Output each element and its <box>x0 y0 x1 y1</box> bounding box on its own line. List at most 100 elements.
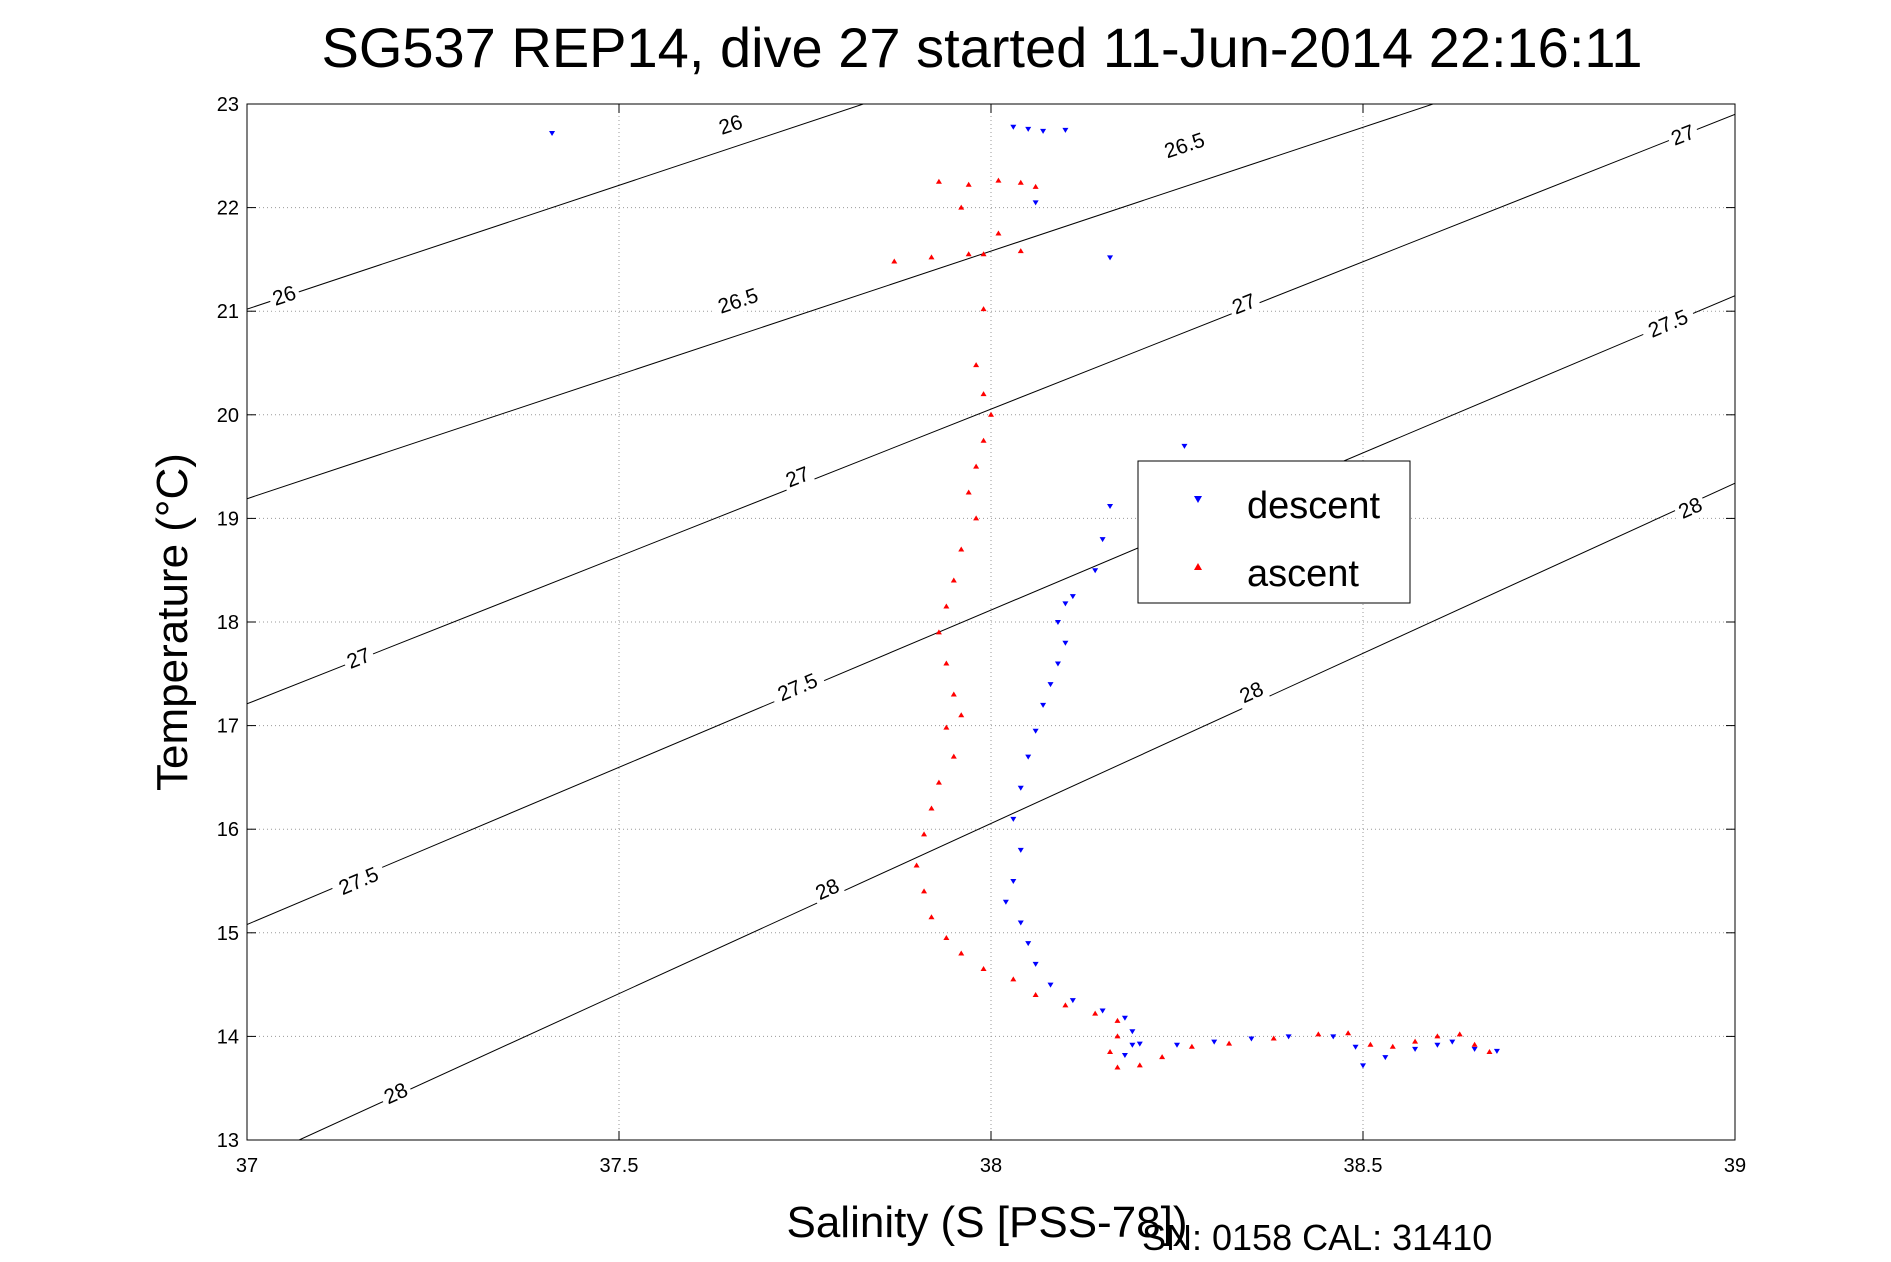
descent-point <box>1017 785 1024 791</box>
legend-descent-label: descent <box>1247 485 1381 527</box>
descent-point <box>1054 661 1061 667</box>
descent-point <box>1025 126 1032 132</box>
ascent-point <box>950 753 957 759</box>
descent-point <box>1129 1042 1136 1048</box>
ascent-point <box>973 463 980 469</box>
serial-calibration-note: SN: 0158 CAL: 31410 <box>1142 1217 1492 1258</box>
ascent-point <box>1114 1017 1121 1023</box>
ascent-point <box>1092 1010 1099 1016</box>
contour-label-bg <box>779 460 816 494</box>
descent-point <box>1054 620 1061 625</box>
descent-point <box>1002 899 1009 905</box>
ascent-point <box>943 934 950 940</box>
axis-ticks: 37 37.5 38 38.5 39 13 14 15 16 17 18 19 20 21 22 23 <box>217 94 1746 1177</box>
descent-point <box>1174 1042 1180 1048</box>
ascent-point <box>980 251 987 257</box>
y-tick-label: 14 <box>217 1026 239 1048</box>
descent-point <box>1010 124 1017 130</box>
x-tick-label: 39 <box>1724 1155 1746 1177</box>
contour-label-bg <box>1225 287 1263 321</box>
descent-point <box>1382 1055 1389 1061</box>
ascent-point <box>1471 1041 1478 1047</box>
contour-label-bg <box>1232 675 1271 710</box>
descent-point <box>1032 728 1039 734</box>
isopycnal-line <box>247 104 865 310</box>
ascent-point <box>1159 1054 1166 1060</box>
ascent-point <box>1017 248 1024 254</box>
y-tick-label: 19 <box>217 508 239 530</box>
descent-point <box>1136 1041 1143 1047</box>
x-axis-label: Salinity (S [PSS-78]) <box>786 1198 1187 1247</box>
descent-point <box>1099 1008 1106 1014</box>
descent-point <box>1449 1039 1456 1045</box>
ascent-point <box>1017 179 1024 185</box>
descent-point <box>1047 982 1054 988</box>
descent-point <box>1360 1063 1366 1069</box>
contour-label-bg <box>340 641 377 675</box>
descent-point <box>1062 601 1069 607</box>
y-axis-label: Temperature (°C) <box>148 453 197 791</box>
legend-box <box>1137 460 1411 604</box>
contour-label: 27 <box>1664 118 1702 152</box>
ascent-point <box>958 950 965 956</box>
contour-label-bg <box>266 279 303 312</box>
ascent-point <box>1486 1048 1493 1054</box>
isopycnal-line <box>247 113 1735 705</box>
descent-point <box>1121 1015 1128 1021</box>
ascent-point <box>928 805 935 811</box>
contour-label-bg <box>768 665 828 709</box>
ascent-point <box>965 181 972 187</box>
ascent-point <box>1032 183 1039 189</box>
ascent-point <box>943 660 950 666</box>
descent-point <box>1092 568 1099 574</box>
ascent-point <box>950 577 957 583</box>
descent-point <box>1412 1046 1419 1052</box>
descent-point <box>1181 443 1188 449</box>
ascent-point <box>1412 1038 1419 1044</box>
descent-point <box>1471 1046 1478 1052</box>
contour-label-bg <box>808 872 846 907</box>
ascent-point <box>1188 1043 1195 1049</box>
ascent-point <box>958 546 965 552</box>
y-tick-label: 13 <box>217 1130 239 1152</box>
ascent-point <box>928 914 935 920</box>
y-tick-label: 23 <box>217 94 239 116</box>
descent-point <box>1211 1039 1218 1045</box>
isopycnal-line <box>247 104 1435 500</box>
ascent-point <box>1107 1048 1114 1054</box>
descent-point <box>1493 1048 1500 1054</box>
ascent-point <box>1389 1043 1396 1049</box>
ascent-point <box>958 204 965 210</box>
x-tick-label: 37.5 <box>600 1155 639 1177</box>
ascent-point <box>1010 976 1017 982</box>
ascent-point <box>1114 1033 1121 1039</box>
ascent-point <box>1367 1041 1374 1047</box>
descent-point <box>1062 127 1069 133</box>
ascent-point <box>965 489 972 495</box>
descent-point <box>1025 941 1032 947</box>
contour-label: 26 <box>712 108 749 141</box>
contour-label-bg <box>712 108 749 141</box>
descent-point <box>1121 1053 1128 1059</box>
descent-point <box>1285 1034 1292 1040</box>
y-tick-label: 15 <box>217 923 239 945</box>
y-tick-label: 22 <box>217 198 239 220</box>
descent-point <box>1040 702 1047 708</box>
descent-point <box>1040 128 1047 134</box>
ascent-point <box>1270 1035 1277 1041</box>
y-tick-label: 16 <box>217 819 239 841</box>
descent-point <box>1017 847 1024 853</box>
ascent-point <box>943 603 950 609</box>
contour-label-bg <box>1638 302 1698 346</box>
descent-point <box>1017 920 1024 926</box>
descent-point <box>1069 594 1076 600</box>
ascent-point <box>973 515 980 521</box>
legend-descent-marker <box>1194 496 1202 503</box>
ascent-point <box>935 779 942 785</box>
y-tick-label: 17 <box>217 716 239 738</box>
contour-label-bg <box>1664 118 1702 152</box>
ascent-point <box>988 411 994 417</box>
descent-point <box>1032 961 1039 967</box>
chart-title: SG537 REP14, dive 27 started 11-Jun-2014… <box>321 16 1642 79</box>
